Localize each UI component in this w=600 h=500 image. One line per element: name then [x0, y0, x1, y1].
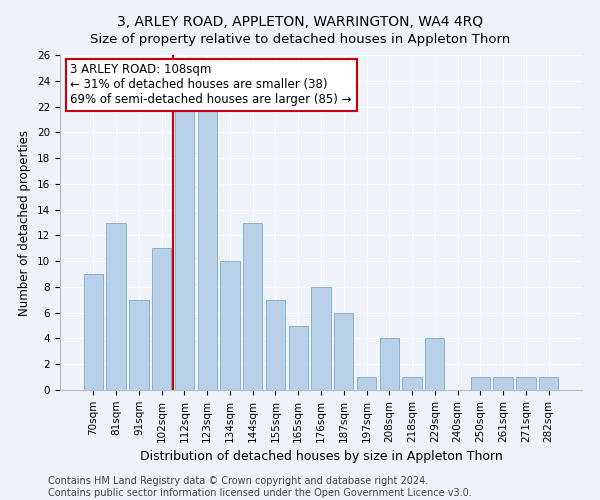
Bar [403, 377, 422, 390]
Text: 3, ARLEY ROAD, APPLETON, WARRINGTON, WA4 4RQ: 3, ARLEY ROAD, APPLETON, WARRINGTON, WA4… [117, 15, 483, 29]
Bar [516, 377, 536, 390]
Bar [357, 377, 376, 390]
Bar [106, 222, 126, 390]
Bar [493, 377, 513, 390]
Bar [152, 248, 172, 390]
Bar [175, 106, 194, 390]
Text: Size of property relative to detached houses in Appleton Thorn: Size of property relative to detached ho… [90, 32, 510, 46]
Bar [539, 377, 558, 390]
Bar [425, 338, 445, 390]
Bar [470, 377, 490, 390]
Bar [220, 261, 239, 390]
Bar [243, 222, 262, 390]
Text: 3 ARLEY ROAD: 108sqm
← 31% of detached houses are smaller (38)
69% of semi-detac: 3 ARLEY ROAD: 108sqm ← 31% of detached h… [70, 64, 352, 106]
Bar [380, 338, 399, 390]
Bar [311, 287, 331, 390]
Bar [334, 312, 353, 390]
X-axis label: Distribution of detached houses by size in Appleton Thorn: Distribution of detached houses by size … [140, 450, 502, 463]
Bar [289, 326, 308, 390]
Bar [84, 274, 103, 390]
Bar [197, 106, 217, 390]
Y-axis label: Number of detached properties: Number of detached properties [19, 130, 31, 316]
Text: Contains HM Land Registry data © Crown copyright and database right 2024.
Contai: Contains HM Land Registry data © Crown c… [48, 476, 472, 498]
Bar [266, 300, 285, 390]
Bar [129, 300, 149, 390]
